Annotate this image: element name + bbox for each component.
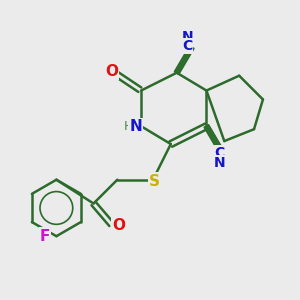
Text: C: C [182, 39, 192, 53]
Text: N: N [129, 119, 142, 134]
Text: N: N [214, 156, 226, 170]
Text: S: S [149, 174, 160, 189]
Text: O: O [112, 218, 125, 233]
Text: H: H [124, 120, 133, 133]
Text: C: C [215, 146, 225, 160]
Text: N: N [181, 30, 193, 44]
Text: O: O [105, 64, 118, 79]
Text: F: F [40, 229, 50, 244]
